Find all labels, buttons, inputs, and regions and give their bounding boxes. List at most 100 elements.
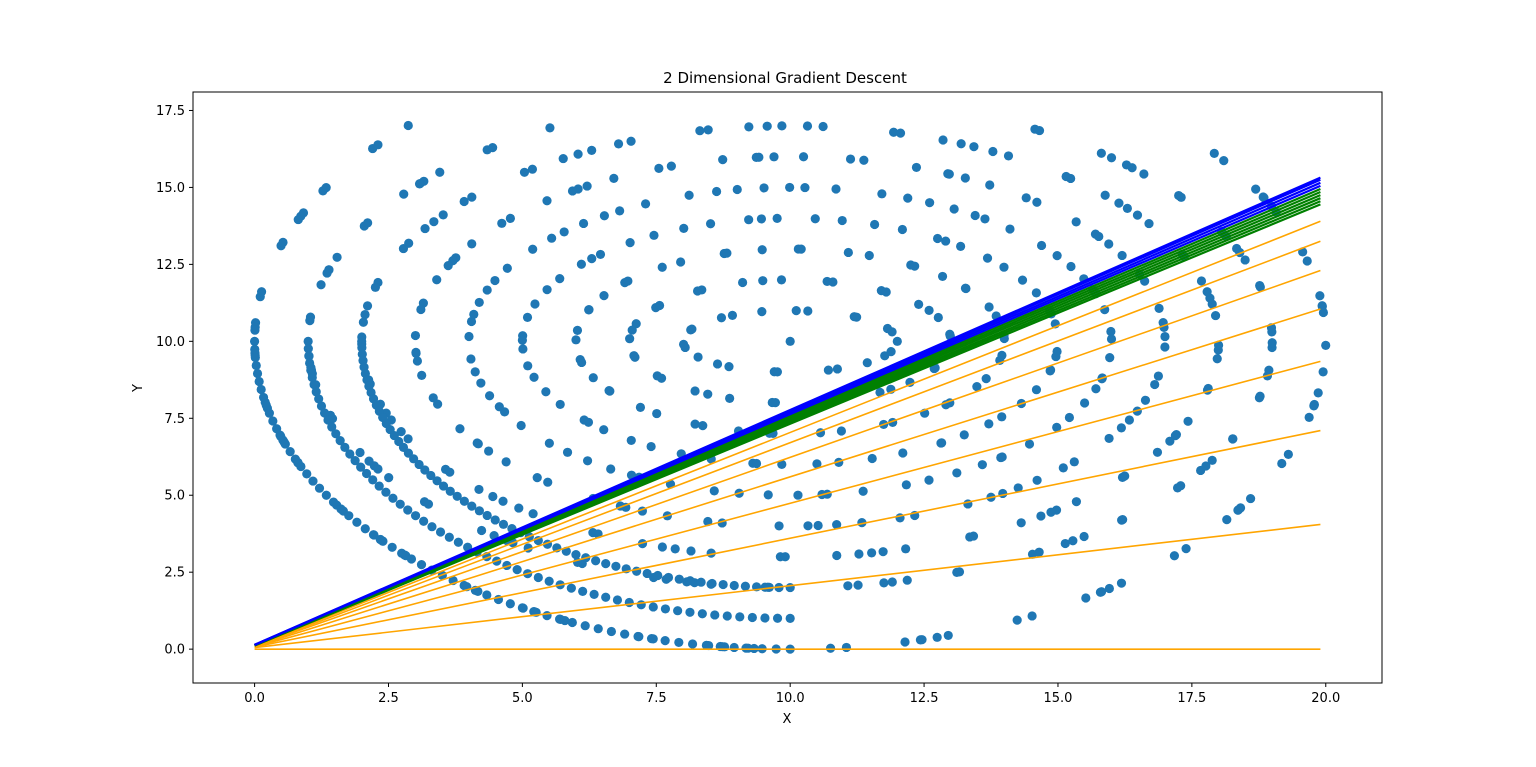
scatter-point xyxy=(559,227,569,237)
scatter-point xyxy=(867,548,877,558)
scatter-point xyxy=(1106,153,1117,163)
scatter-point xyxy=(1012,615,1022,625)
scatter-point xyxy=(605,386,615,396)
scatter-point xyxy=(571,549,581,560)
scatter-point xyxy=(497,218,507,228)
scatter-point xyxy=(276,431,286,442)
scatter-point xyxy=(584,305,594,315)
scatter-point xyxy=(831,184,841,194)
scatter-point xyxy=(474,506,484,516)
scatter-point xyxy=(1153,371,1163,381)
scatter-point xyxy=(593,624,603,634)
scatter-point xyxy=(864,250,874,261)
scatter-point xyxy=(578,586,588,596)
scatter-point xyxy=(252,368,263,379)
scatter-point xyxy=(256,287,267,297)
scatter-point xyxy=(530,299,540,309)
scatter-point xyxy=(867,453,877,464)
scatter-point xyxy=(545,123,555,133)
scatter-point xyxy=(381,487,391,497)
scatter-point xyxy=(959,430,969,440)
scatter-point xyxy=(710,610,720,620)
scatter-point xyxy=(519,167,530,177)
scatter-point xyxy=(1245,493,1256,504)
scatter-point xyxy=(316,401,327,411)
scatter-point xyxy=(472,438,482,448)
scatter-point xyxy=(542,285,552,295)
scatter-point xyxy=(785,582,795,593)
scatter-point xyxy=(582,456,593,466)
scatter-point xyxy=(716,313,727,323)
scatter-point xyxy=(1122,203,1132,213)
scatter-point xyxy=(476,378,486,388)
scatter-point xyxy=(625,238,635,248)
scatter-point xyxy=(1277,458,1287,469)
scatter-point xyxy=(1104,583,1114,594)
scatter-point xyxy=(900,637,910,647)
scatter-point xyxy=(832,364,843,374)
scatter-point xyxy=(250,344,260,354)
scatter-point xyxy=(813,520,823,531)
scatter-point xyxy=(1058,463,1068,473)
scatter-point xyxy=(249,336,260,346)
scatter-point xyxy=(881,287,891,297)
scatter-point xyxy=(625,334,635,344)
scatter-point xyxy=(345,449,355,459)
scatter-point xyxy=(358,317,368,327)
scatter-point xyxy=(467,501,477,511)
scatter-point xyxy=(1181,544,1191,554)
scatter-point xyxy=(459,496,469,506)
scatter-point xyxy=(785,182,795,193)
scatter-point xyxy=(555,399,565,410)
scatter-point xyxy=(1213,340,1224,350)
scatter-point xyxy=(611,561,621,571)
scatter-point xyxy=(798,152,809,162)
scatter-point xyxy=(498,496,508,506)
scatter-point xyxy=(858,486,868,496)
scatter-point xyxy=(763,490,773,500)
scatter-point xyxy=(796,244,806,254)
scatter-point xyxy=(727,310,738,321)
scatter-point xyxy=(917,635,927,645)
scatter-point xyxy=(649,230,659,240)
scatter-point xyxy=(914,299,924,309)
scatter-point xyxy=(398,243,409,254)
scatter-point xyxy=(646,634,657,644)
scatter-point xyxy=(567,186,578,196)
scatter-point xyxy=(793,490,803,500)
scatter-point xyxy=(1258,192,1268,202)
scatter-point xyxy=(933,312,943,323)
x-axis-label: X xyxy=(783,712,792,727)
scatter-point xyxy=(635,402,646,412)
scatter-point xyxy=(1071,217,1081,227)
scatter-point xyxy=(780,552,790,562)
scatter-point xyxy=(328,497,339,507)
scatter-point xyxy=(1228,434,1238,444)
scatter-point xyxy=(412,356,423,366)
scatter-point xyxy=(1005,224,1015,234)
scatter-point xyxy=(803,306,813,316)
scatter-point xyxy=(800,182,810,193)
scatter-point xyxy=(882,323,893,334)
scatter-point xyxy=(774,521,784,531)
scatter-point xyxy=(1124,415,1134,425)
scatter-point xyxy=(960,173,970,183)
x-axis-ticks: 0.0 2.5 5.0 7.5 10.0 12.5 15.0 17.5 20.0 xyxy=(244,683,1340,706)
scatter-point xyxy=(654,163,664,173)
scatter-point xyxy=(870,219,880,230)
scatter-point xyxy=(701,640,711,650)
scatter-point xyxy=(1116,578,1127,588)
scatter-point xyxy=(558,153,568,164)
scatter-point xyxy=(785,336,795,346)
scatter-point xyxy=(293,214,303,225)
scatter-point xyxy=(759,183,769,193)
scatter-point xyxy=(825,643,836,653)
scatter-point xyxy=(722,248,732,258)
scatter-point xyxy=(1096,148,1106,158)
scatter-point xyxy=(652,408,662,419)
scatter-point xyxy=(925,198,935,208)
scatter-point xyxy=(738,277,748,288)
scatter-point xyxy=(697,609,707,619)
